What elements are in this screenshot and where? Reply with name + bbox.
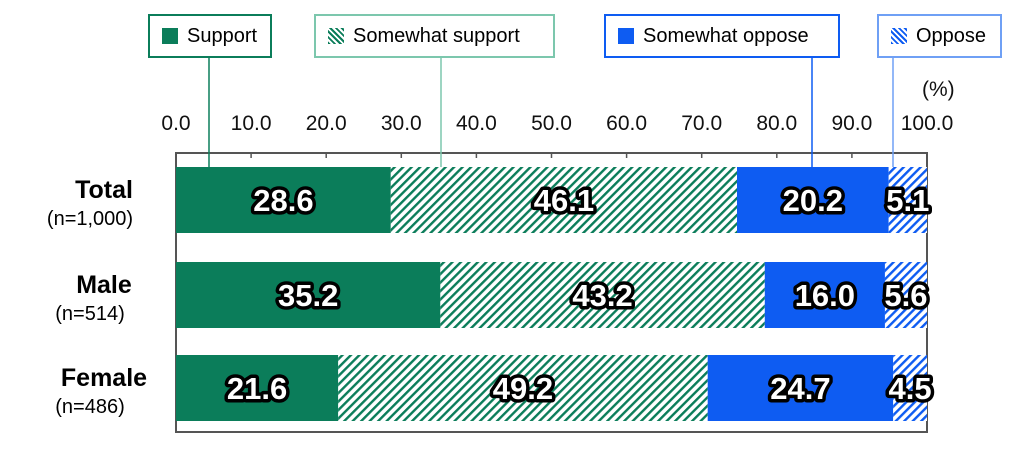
bar-somewhat-oppose bbox=[707, 355, 894, 421]
legend-label-somewhat-support: Somewhat support bbox=[353, 24, 520, 47]
legend-swatch-oppose bbox=[891, 28, 907, 44]
legend-item-support: Support bbox=[148, 14, 272, 58]
x-tick-label: 10.0 bbox=[231, 112, 272, 135]
data-label-somewhat-support: 46.1 bbox=[534, 183, 594, 218]
category-label: Male bbox=[76, 271, 132, 299]
legend-label-oppose: Oppose bbox=[916, 24, 987, 47]
legend-swatch-somewhat-oppose bbox=[618, 28, 634, 44]
x-tick-label: 100.0 bbox=[901, 112, 954, 135]
data-label-somewhat-oppose: 16.0 bbox=[795, 278, 855, 313]
bar-support bbox=[176, 167, 391, 233]
legend-item-oppose: Oppose bbox=[877, 14, 1002, 58]
legend-swatch-somewhat-support bbox=[328, 28, 344, 44]
x-tick-label: 60.0 bbox=[606, 112, 647, 135]
bar-support bbox=[176, 355, 339, 421]
category-sublabel: (n=1,000) bbox=[47, 208, 133, 230]
category-label: Female bbox=[61, 364, 147, 392]
bar-oppose bbox=[893, 355, 927, 421]
bar-somewhat-oppose bbox=[736, 167, 889, 233]
legend-item-somewhat-support: Somewhat support bbox=[314, 14, 555, 58]
category-sublabel: (n=514) bbox=[55, 303, 125, 325]
category-sublabel: (n=486) bbox=[55, 396, 125, 418]
x-tick-label: 20.0 bbox=[306, 112, 347, 135]
data-label-support: 21.6 bbox=[227, 371, 287, 406]
bar-oppose bbox=[884, 262, 927, 328]
bar-somewhat-support bbox=[390, 167, 737, 233]
data-label-oppose: 5.1 bbox=[886, 183, 929, 218]
bar-somewhat-support bbox=[440, 262, 765, 328]
x-tick-label: 50.0 bbox=[531, 112, 572, 135]
bar-somewhat-support bbox=[338, 355, 708, 421]
data-label-support: 35.2 bbox=[278, 278, 338, 313]
x-tick-label: 80.0 bbox=[756, 112, 797, 135]
data-label-somewhat-support: 49.2 bbox=[493, 371, 553, 406]
bar-somewhat-oppose bbox=[764, 262, 885, 328]
data-label-support: 28.6 bbox=[253, 183, 313, 218]
legend-item-somewhat-oppose: Somewhat oppose bbox=[604, 14, 840, 58]
unit-label: (%) bbox=[922, 78, 955, 101]
x-tick-label: 30.0 bbox=[381, 112, 422, 135]
legend-label-somewhat-oppose: Somewhat oppose bbox=[643, 24, 809, 47]
x-tick-label: 40.0 bbox=[456, 112, 497, 135]
x-tick-label: 70.0 bbox=[681, 112, 722, 135]
legend-swatch-support bbox=[162, 28, 178, 44]
data-label-somewhat-oppose: 24.7 bbox=[770, 371, 830, 406]
bar-oppose bbox=[888, 167, 927, 233]
category-label: Total bbox=[75, 176, 133, 204]
data-label-oppose: 5.6 bbox=[884, 278, 927, 313]
data-label-somewhat-support: 43.2 bbox=[572, 278, 632, 313]
bar-support bbox=[176, 262, 441, 328]
x-tick-label: 0.0 bbox=[161, 112, 190, 135]
legend-label-support: Support bbox=[187, 24, 258, 47]
data-label-oppose: 4.5 bbox=[889, 371, 932, 406]
x-tick-label: 90.0 bbox=[831, 112, 872, 135]
data-label-somewhat-oppose: 20.2 bbox=[783, 183, 843, 218]
